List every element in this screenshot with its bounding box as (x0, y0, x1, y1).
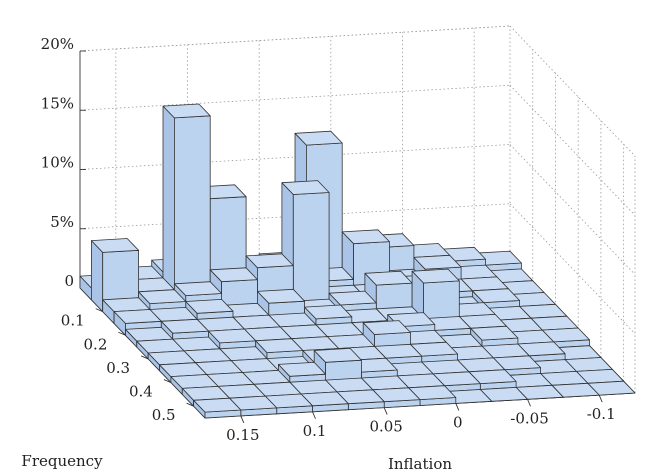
bar-top (328, 290, 377, 306)
bar-top (277, 361, 327, 377)
bar-top (362, 320, 411, 335)
y-tick (95, 308, 103, 313)
x-tick (312, 411, 316, 419)
y-tick (186, 402, 194, 407)
x-tick-label: -0.05 (510, 409, 548, 427)
bar-top (185, 298, 234, 314)
x-tick-label: 0.15 (226, 426, 259, 444)
grid-line (509, 84, 636, 216)
bar-top (162, 103, 211, 119)
y-tick (141, 355, 149, 360)
x-tick (455, 403, 460, 411)
bar (193, 397, 242, 419)
x-tick (527, 399, 531, 407)
bar-top (173, 281, 223, 297)
bar-top (281, 180, 330, 195)
grid-line (509, 144, 636, 275)
bar (91, 238, 140, 313)
x-tick (240, 415, 245, 424)
y-tick (163, 379, 172, 383)
x-tick (383, 407, 388, 415)
x-tick-label: 0.05 (369, 418, 402, 436)
z-tick-label: 10% (41, 154, 74, 172)
bar-top (294, 130, 343, 146)
bar-top (470, 325, 519, 341)
bar-side (91, 240, 104, 313)
bar-top (411, 268, 460, 284)
x-axis-label: Inflation (388, 455, 452, 473)
y-tick-label: 0.4 (129, 383, 153, 401)
y-tick (118, 331, 126, 336)
bar-top (193, 397, 242, 413)
x-tick (598, 394, 603, 403)
y-tick-label: 0.1 (61, 312, 85, 330)
bar-top (245, 253, 294, 269)
x-tick-label: 0 (453, 413, 463, 431)
x-tick-label: 0.1 (303, 422, 327, 440)
bar-top (341, 229, 390, 245)
y-tick-label: 0.2 (84, 335, 108, 353)
y-tick-label: 0.5 (152, 406, 176, 424)
bar-top (256, 288, 306, 304)
bar (300, 391, 349, 413)
grid-line (79, 25, 511, 52)
z-tick-label: 0 (64, 272, 74, 290)
bar-top (413, 254, 462, 270)
bar-top (471, 288, 520, 304)
bar-side (162, 105, 175, 308)
y-axis-label: Frequency (21, 452, 103, 470)
z-tick-label: 15% (41, 94, 74, 112)
grid-line (79, 84, 511, 111)
grid-line (509, 25, 636, 157)
x-tick-label: -0.1 (587, 405, 616, 423)
bar-top (313, 347, 362, 363)
bar-top (209, 267, 258, 283)
y-tick-label: 0.3 (106, 359, 130, 377)
z-tick-label: 20% (41, 35, 74, 53)
bar-front (173, 115, 211, 308)
bar-top (304, 304, 353, 320)
z-tick-label: 5% (50, 213, 74, 231)
bar-top (91, 238, 140, 253)
bar (162, 103, 211, 308)
